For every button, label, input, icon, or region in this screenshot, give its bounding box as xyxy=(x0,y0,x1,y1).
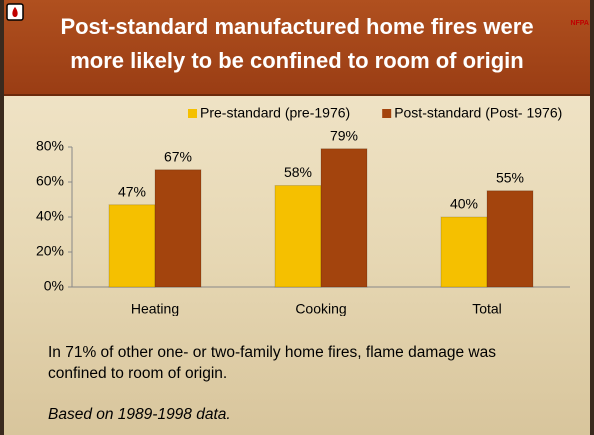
bar xyxy=(108,204,156,288)
legend-label: Post-standard (Post- 1976) xyxy=(394,105,562,121)
logo-icon xyxy=(6,3,24,21)
value-label: 55% xyxy=(496,169,524,185)
legend-swatch xyxy=(188,109,197,118)
logo-text: NFPA xyxy=(570,20,589,27)
bar xyxy=(154,169,202,288)
x-tick-label: Total xyxy=(472,301,502,316)
bar xyxy=(320,148,368,288)
bar xyxy=(486,190,534,288)
y-tick-label: 40% xyxy=(36,208,64,224)
bar xyxy=(440,216,488,288)
title-line: Post-standard manufactured home fires we… xyxy=(60,14,534,39)
note: In 71% of other one- or two-family home … xyxy=(48,344,496,382)
y-tick-label: 20% xyxy=(36,243,64,259)
y-tick-label: 60% xyxy=(36,173,64,189)
x-tick-label: Cooking xyxy=(295,301,346,316)
x-tick-label: Heating xyxy=(131,301,179,316)
header: Post-standard manufactured home fires we… xyxy=(4,0,590,96)
y-tick-label: 80% xyxy=(36,138,64,154)
value-label: 40% xyxy=(450,196,478,212)
title-line: more likely to be confined to room of or… xyxy=(70,48,524,73)
value-label: 67% xyxy=(164,148,192,164)
value-label: 58% xyxy=(284,164,312,180)
chart: 0% 20% 40% 60% 80% Pre-standard (pre-1976) Pos… xyxy=(36,105,570,316)
legend-label: Pre-standard (pre-1976) xyxy=(200,105,350,121)
value-label: 79% xyxy=(330,127,358,143)
bar xyxy=(274,185,322,288)
value-label: 47% xyxy=(118,183,146,199)
y-tick-label: 0% xyxy=(44,278,64,294)
legend-swatch xyxy=(382,109,392,118)
note: Based on 1989-1998 data. xyxy=(48,406,231,423)
